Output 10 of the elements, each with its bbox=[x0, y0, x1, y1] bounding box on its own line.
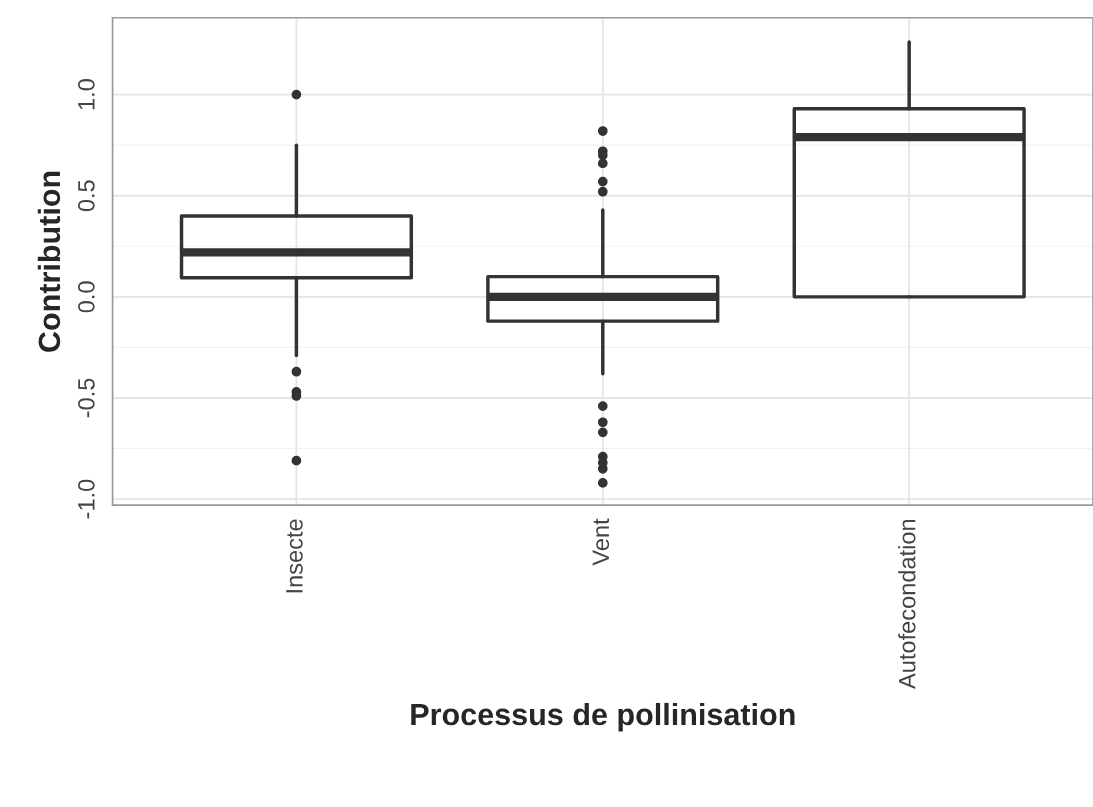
y-tick-label: 0.0 bbox=[78, 281, 95, 313]
y-axis-title: Contribution bbox=[37, 171, 61, 352]
x-tick-label: Vent bbox=[592, 518, 610, 566]
x-axis-title: Processus de pollinisation bbox=[411, 702, 795, 732]
y-tick-label: 0.5 bbox=[78, 180, 95, 212]
x-tick-label: Autofecondation bbox=[898, 519, 916, 689]
y-tick-label: -0.5 bbox=[78, 378, 95, 418]
x-tick-label: Insecte bbox=[286, 519, 303, 593]
y-tick-label: -1.0 bbox=[78, 479, 95, 519]
y-tick-label: 1.0 bbox=[78, 79, 95, 110]
